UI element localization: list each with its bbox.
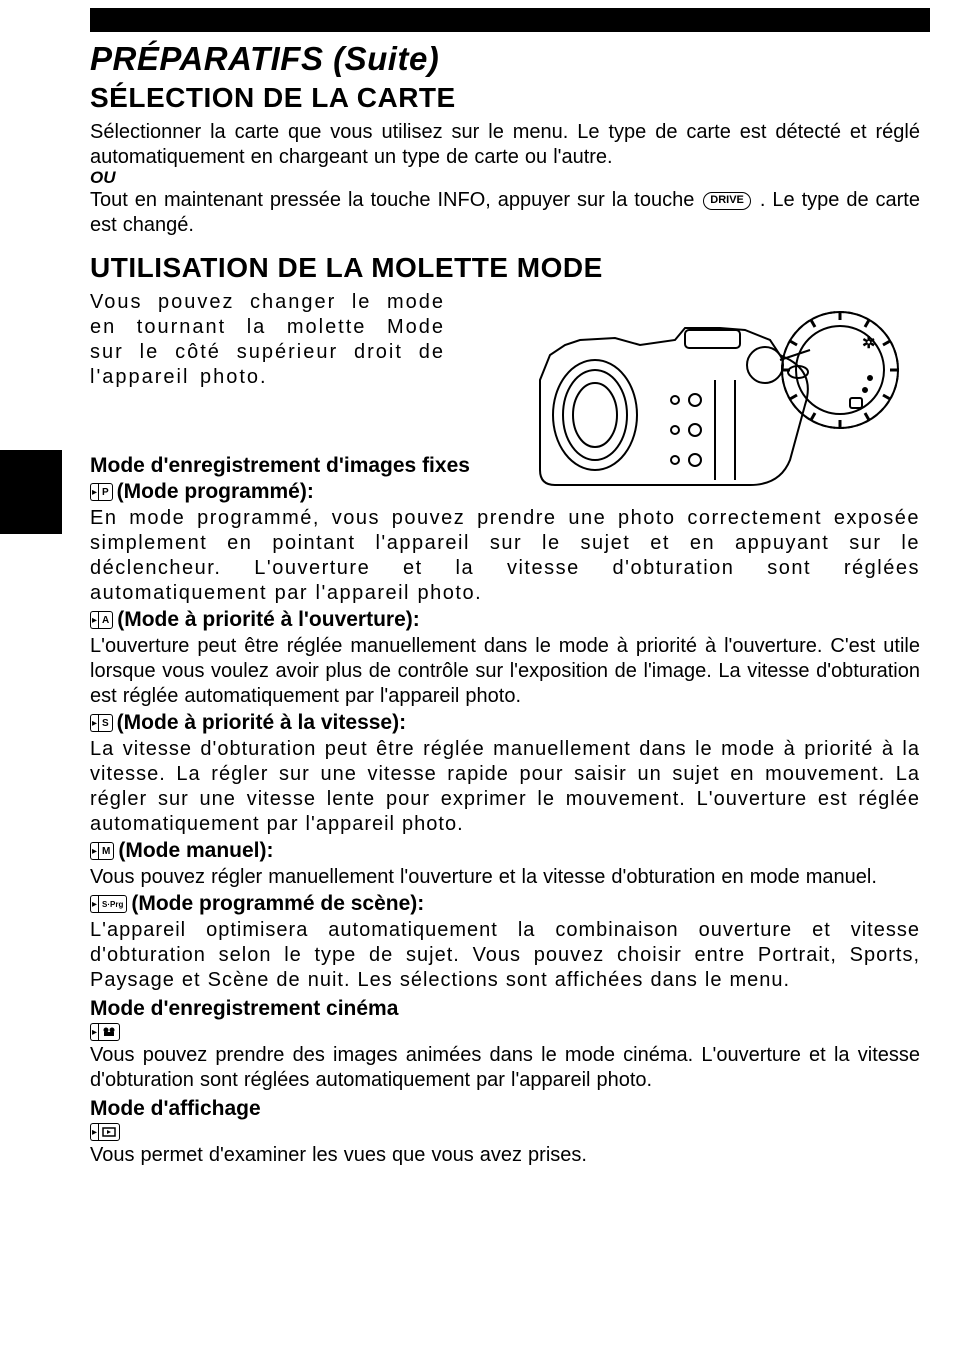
cinema-text: Vous pouvez prendre des images animées d… [90, 1043, 920, 1093]
left-thumb-tab [0, 450, 62, 534]
mode-s-text: La vitesse d'obturation peut être réglée… [90, 737, 920, 837]
mode-m-label: (Mode manuel): [118, 839, 273, 863]
display-text: Vous permet d'examiner les vues que vous… [90, 1143, 920, 1168]
page-title: PRÉPARATIFS (Suite) [90, 40, 920, 78]
cinema-icon: ▸ [90, 1023, 120, 1041]
card-paragraph-2: Tout en maintenant pressée la touche INF… [90, 188, 920, 238]
card-p2-a: Tout en maintenant pressée la touche INF… [90, 189, 701, 211]
card-paragraph-1: Sélectionner la carte que vous utilisez … [90, 120, 920, 170]
mode-a-label: (Mode à priorité à l'ouverture): [117, 608, 420, 632]
section-dial-heading: UTILISATION DE LA MOLETTE MODE [90, 252, 920, 284]
mode-sprg-text: L'appareil optimisera automatiquement la… [90, 918, 920, 993]
header-bar [90, 8, 930, 32]
section-card-heading: SÉLECTION DE LA CARTE [90, 82, 920, 114]
svg-text:✲: ✲ [862, 335, 875, 352]
mode-p-text: En mode programmé, vous pouvez prendre u… [90, 506, 920, 606]
mode-a-text: L'ouverture peut être réglée manuellemen… [90, 634, 920, 709]
cinema-heading: Mode d'enregistrement cinéma [90, 997, 920, 1021]
mode-a-row: ▸A (Mode à priorité à l'ouverture): [90, 608, 920, 632]
mode-sprg-row: ▸S·Prg (Mode programmé de scène): [90, 892, 920, 916]
drive-button-icon: DRIVE [703, 192, 751, 210]
page-content: PRÉPARATIFS (Suite) SÉLECTION DE LA CART… [90, 40, 920, 1168]
mode-s-icon: ▸S [90, 714, 113, 732]
mode-m-icon: ▸M [90, 842, 114, 860]
display-heading: Mode d'affichage [90, 1097, 920, 1121]
dial-intro: Vous pouvez changer le mode en tournant … [90, 290, 445, 390]
or-label: OU [90, 168, 920, 188]
mode-s-label: (Mode à priorité à la vitesse): [117, 711, 406, 735]
mode-p-icon: ▸P [90, 483, 113, 501]
display-icon: ▸ [90, 1123, 120, 1141]
display-icon-row: ▸ [90, 1123, 920, 1141]
mode-s-row: ▸S (Mode à priorité à la vitesse): [90, 711, 920, 735]
cinema-icon-row: ▸ [90, 1023, 920, 1041]
mode-m-row: ▸M (Mode manuel): [90, 839, 920, 863]
mode-m-text: Vous pouvez régler manuellement l'ouvert… [90, 865, 920, 890]
mode-p-label: (Mode programmé): [117, 480, 314, 504]
mode-sprg-label: (Mode programmé de scène): [131, 892, 424, 916]
mode-sprg-icon: ▸S·Prg [90, 895, 127, 913]
mode-a-icon: ▸A [90, 611, 113, 629]
camera-dial-illustration: ✲ [520, 300, 920, 500]
